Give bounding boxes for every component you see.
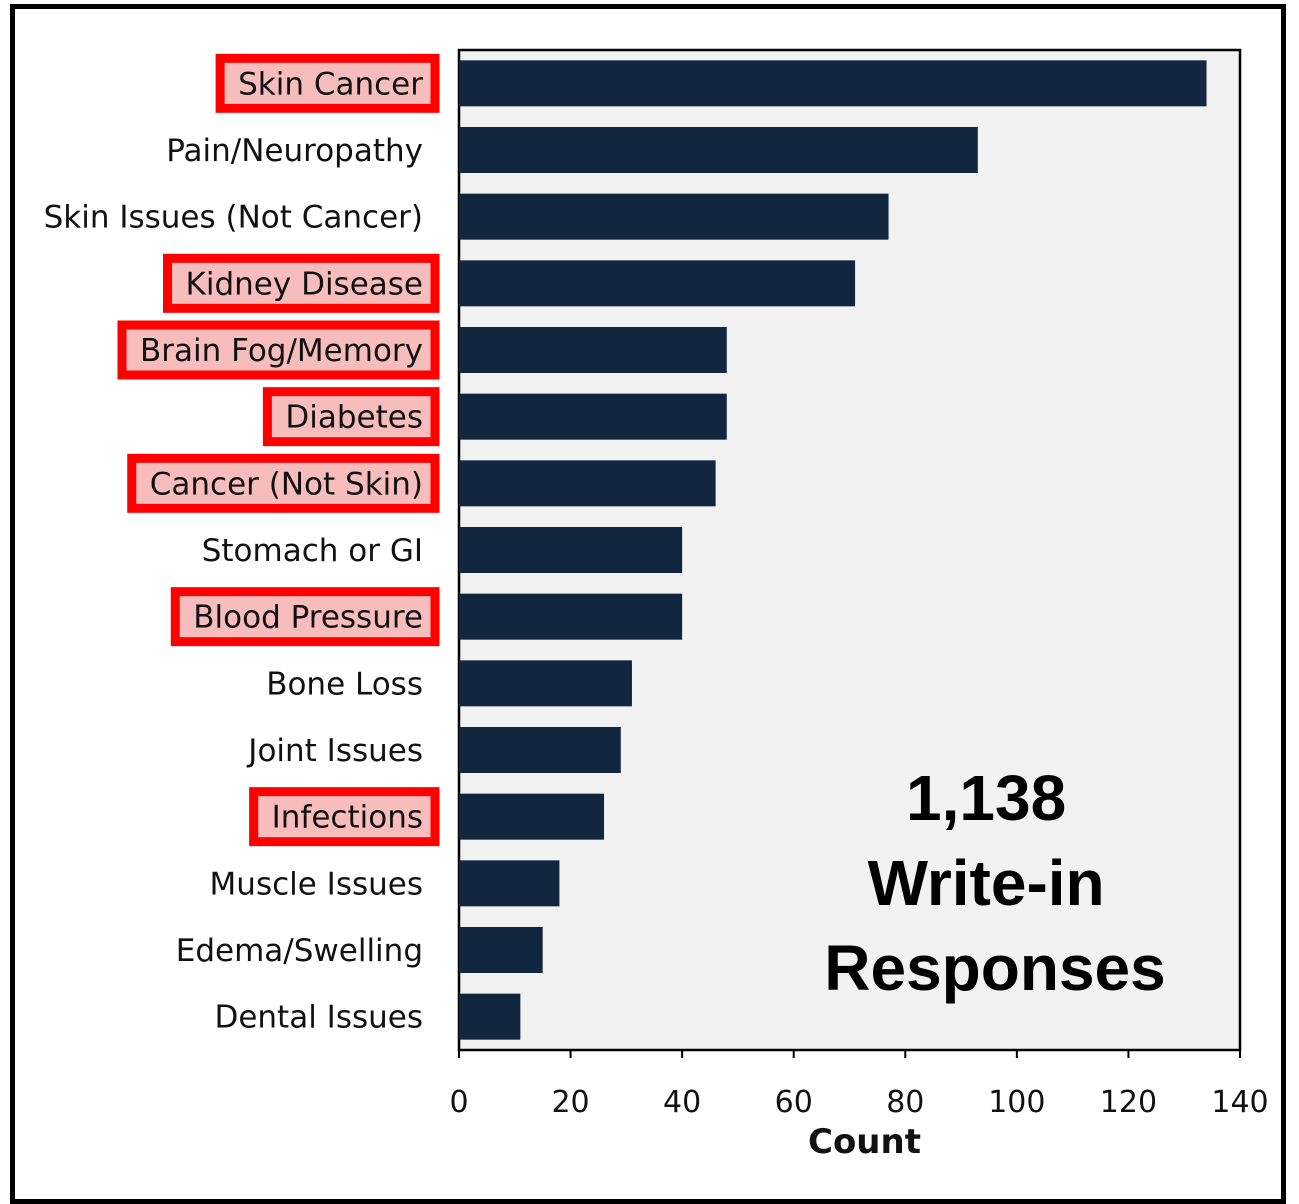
category-label-brain-fog-memory: Brain Fog/Memory	[140, 333, 423, 369]
category-label-joint-issues: Joint Issues	[246, 733, 423, 769]
bars-layer	[459, 60, 1207, 1040]
bar-edema-swelling	[459, 927, 543, 973]
category-label-cancer-not-skin: Cancer (Not Skin)	[150, 466, 423, 502]
category-label-skin-issues-not-cancer: Skin Issues (Not Cancer)	[44, 200, 423, 236]
bar-brain-fog-memory	[459, 327, 727, 373]
category-label-infections: Infections	[272, 800, 423, 836]
highlight-box-skin-cancer	[215, 53, 440, 113]
bar-diabetes	[459, 393, 727, 440]
highlight-box-kidney-disease	[163, 253, 440, 313]
annotation-line-2: Write-in	[868, 847, 1105, 919]
bar-pain-neuropathy	[459, 127, 978, 173]
x-tick-label: 0	[449, 1085, 468, 1120]
highlight-box-brain-fog-memory	[117, 320, 440, 380]
category-label-blood-pressure: Blood Pressure	[193, 600, 423, 636]
bar-cancer-not-skin	[459, 460, 716, 507]
category-label-skin-cancer: Skin Cancer	[238, 66, 423, 102]
annotation-line-3: Responses	[824, 932, 1165, 1004]
bar-kidney-disease	[459, 260, 856, 307]
highlight-layer	[117, 53, 440, 847]
highlight-box-infections	[249, 787, 440, 847]
x-tick-label: 100	[988, 1085, 1045, 1120]
x-axis-ticks: 0 20 40 60 80 100 120 140	[449, 1050, 1269, 1120]
bar-muscle-issues	[459, 860, 560, 907]
bar-infections	[459, 793, 605, 840]
bar-stomach-or-gi	[459, 527, 683, 573]
category-label-bone-loss: Bone Loss	[266, 666, 423, 702]
x-tick-label: 120	[1100, 1085, 1157, 1120]
bar-chart: Skin Cancer Pain/Neuropathy Skin Issues (N…	[44, 48, 1269, 1162]
annotation-line-1: 1,138	[906, 762, 1066, 834]
bar-joint-issues	[459, 727, 621, 773]
category-label-muscle-issues: Muscle Issues	[210, 866, 423, 902]
category-labels: Skin Cancer Pain/Neuropathy Skin Issues (N…	[44, 66, 424, 1035]
x-tick-label: 140	[1211, 1085, 1268, 1120]
total-responses-annotation: 1,138 Write-in Responses	[824, 762, 1165, 1004]
category-label-diabetes: Diabetes	[285, 400, 423, 436]
highlight-box-diabetes	[262, 387, 440, 447]
category-label-pain-neuropathy: Pain/Neuropathy	[166, 133, 423, 169]
x-axis-title: Count	[808, 1122, 921, 1162]
x-tick-label: 40	[663, 1085, 701, 1120]
category-label-stomach-or-gi: Stomach or GI	[202, 533, 423, 569]
category-label-kidney-disease: Kidney Disease	[186, 266, 423, 302]
category-label-edema-swelling: Edema/Swelling	[176, 933, 423, 969]
bar-skin-issues-not-cancer	[459, 193, 889, 240]
bar-skin-cancer	[459, 60, 1207, 107]
highlight-box-cancer-not-skin	[127, 453, 440, 513]
x-tick-label: 60	[775, 1085, 813, 1120]
x-tick-label: 80	[886, 1085, 924, 1120]
bar-blood-pressure	[459, 593, 683, 640]
x-tick-label: 20	[551, 1085, 589, 1120]
bar-dental-issues	[459, 993, 521, 1040]
category-label-dental-issues: Dental Issues	[214, 1000, 423, 1036]
highlight-box-blood-pressure	[170, 587, 440, 647]
bar-bone-loss	[459, 660, 632, 707]
